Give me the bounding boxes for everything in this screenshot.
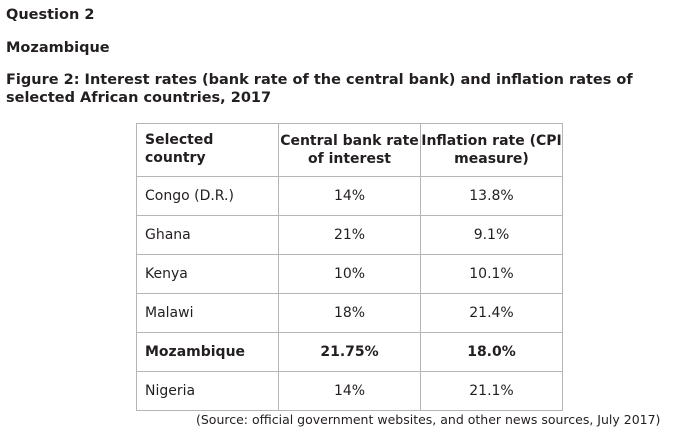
rate-cell: 10% xyxy=(278,254,421,294)
country-heading: Mozambique xyxy=(6,40,110,56)
header-inflation-rate: Inflation rate (CPI measure) xyxy=(420,123,563,177)
rate-cell: 14% xyxy=(278,371,421,411)
question-title: Question 2 xyxy=(6,7,95,23)
country-cell: Congo (D.R.) xyxy=(136,176,279,216)
country-cell: Kenya xyxy=(136,254,279,294)
table-row-highlighted: Mozambique 21.75% 18.0% xyxy=(136,332,563,372)
country-cell: Nigeria xyxy=(136,371,279,411)
table-row: Malawi 18% 21.4% xyxy=(136,293,563,333)
rate-cell: 18% xyxy=(278,293,421,333)
inflation-cell: 13.8% xyxy=(420,176,563,216)
rate-cell: 21% xyxy=(278,215,421,255)
table-row: Ghana 21% 9.1% xyxy=(136,215,563,255)
table-row: Kenya 10% 10.1% xyxy=(136,254,563,294)
rate-cell: 14% xyxy=(278,176,421,216)
inflation-cell: 18.0% xyxy=(420,332,563,372)
country-cell: Malawi xyxy=(136,293,279,333)
rate-cell: 21.75% xyxy=(278,332,421,372)
country-cell: Ghana xyxy=(136,215,279,255)
source-note: (Source: official government websites, a… xyxy=(196,412,661,427)
header-central-bank-rate: Central bank rate of interest xyxy=(278,123,421,177)
inflation-cell: 9.1% xyxy=(420,215,563,255)
table-header-row: Selected country Central bank rate of in… xyxy=(136,123,563,177)
inflation-cell: 21.1% xyxy=(420,371,563,411)
inflation-cell: 10.1% xyxy=(420,254,563,294)
inflation-cell: 21.4% xyxy=(420,293,563,333)
country-cell: Mozambique xyxy=(136,332,279,372)
table-row: Nigeria 14% 21.1% xyxy=(136,371,563,411)
figure-caption: Figure 2: Interest rates (bank rate of t… xyxy=(6,72,633,106)
header-selected-country: Selected country xyxy=(136,123,279,177)
interest-inflation-table: Selected country Central bank rate of in… xyxy=(136,123,563,411)
table-row: Congo (D.R.) 14% 13.8% xyxy=(136,176,563,216)
